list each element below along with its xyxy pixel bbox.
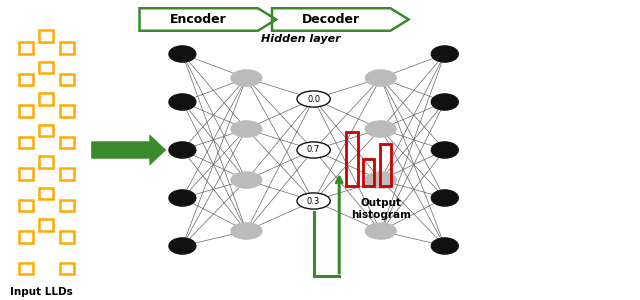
Ellipse shape bbox=[297, 91, 330, 107]
Ellipse shape bbox=[365, 223, 396, 239]
Polygon shape bbox=[92, 135, 166, 165]
Ellipse shape bbox=[169, 238, 196, 254]
Text: Input LLDs: Input LLDs bbox=[10, 287, 73, 297]
Ellipse shape bbox=[431, 238, 458, 254]
Ellipse shape bbox=[231, 223, 262, 239]
Ellipse shape bbox=[231, 121, 262, 137]
Ellipse shape bbox=[431, 190, 458, 206]
Ellipse shape bbox=[231, 70, 262, 86]
Text: 0.7: 0.7 bbox=[307, 146, 320, 154]
Ellipse shape bbox=[431, 142, 458, 158]
Text: Output
histogram: Output histogram bbox=[351, 198, 412, 220]
Ellipse shape bbox=[297, 193, 330, 209]
Ellipse shape bbox=[169, 46, 196, 62]
Text: 0.3: 0.3 bbox=[307, 196, 320, 206]
Text: Hidden layer: Hidden layer bbox=[261, 34, 340, 44]
Ellipse shape bbox=[297, 142, 330, 158]
Ellipse shape bbox=[431, 94, 458, 110]
Ellipse shape bbox=[169, 190, 196, 206]
Ellipse shape bbox=[431, 46, 458, 62]
Text: 0.0: 0.0 bbox=[307, 94, 320, 103]
Text: Decoder: Decoder bbox=[302, 13, 360, 26]
Ellipse shape bbox=[365, 172, 396, 188]
Ellipse shape bbox=[169, 94, 196, 110]
Text: Encoder: Encoder bbox=[170, 13, 227, 26]
Ellipse shape bbox=[169, 142, 196, 158]
Ellipse shape bbox=[365, 70, 396, 86]
Ellipse shape bbox=[231, 172, 262, 188]
Ellipse shape bbox=[365, 121, 396, 137]
